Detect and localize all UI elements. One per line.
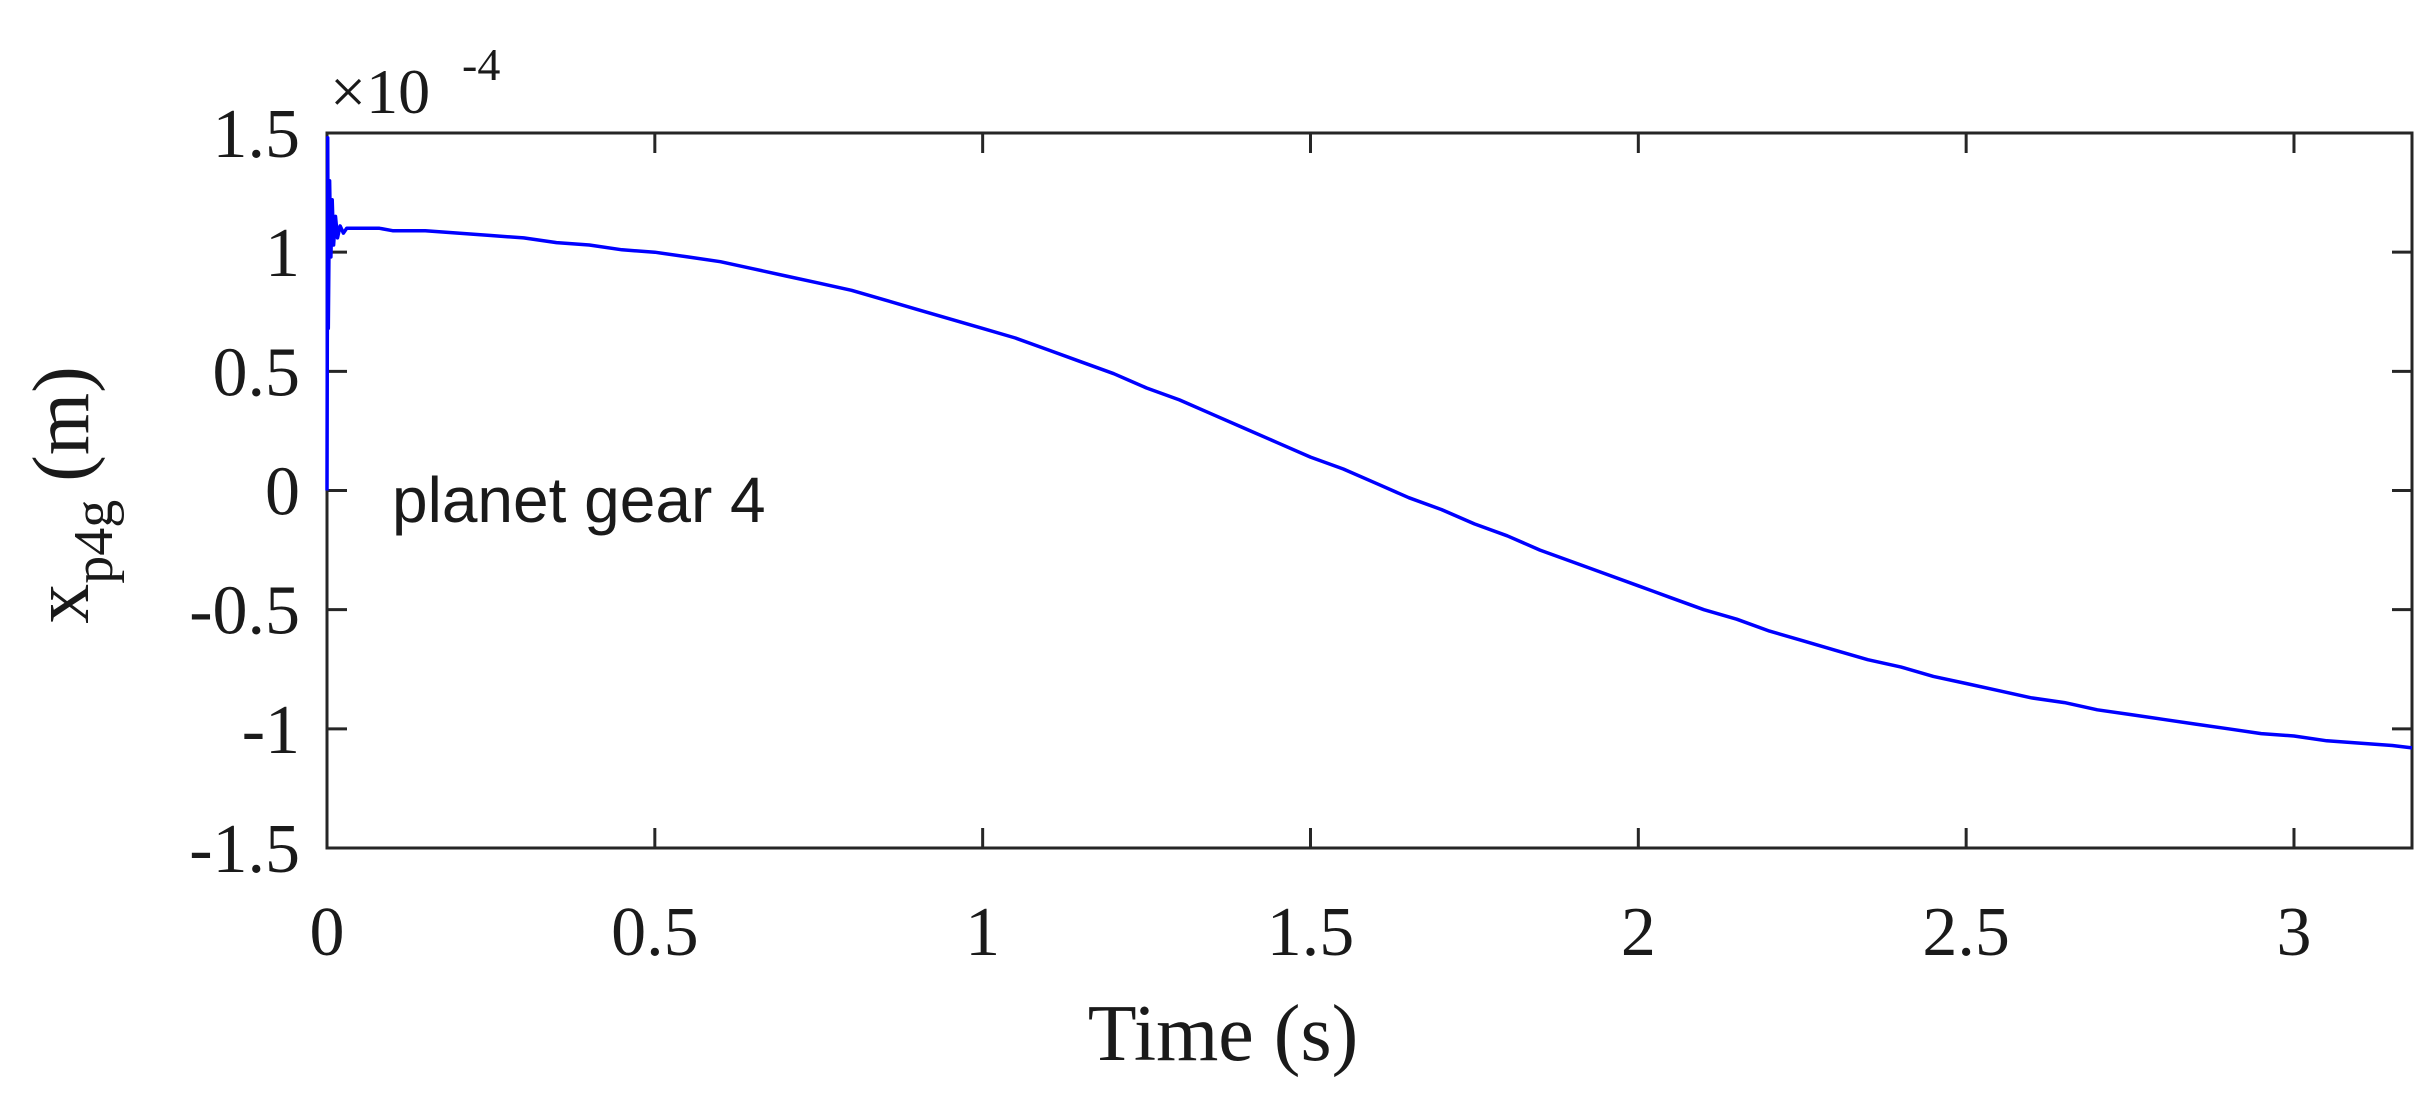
y-tick-label: -1.5 xyxy=(189,811,300,888)
y-tick-label: 0 xyxy=(265,454,300,531)
x-tick-label: 0.5 xyxy=(611,894,699,971)
y-exponent-prefix: ×10 xyxy=(330,56,430,127)
y-axis-label-subscript: p4g xyxy=(63,500,125,584)
x-tick-label: 1 xyxy=(965,894,1000,971)
y-tick-label: -1 xyxy=(242,692,300,769)
y-exponent-power: -4 xyxy=(462,39,500,90)
y-axis-label-group: xp4g (m) xyxy=(18,366,125,624)
axes-layer: 0 0.5 1 1.5 2 2.5 3 -1.5 -1 -0.5 0 0.5 1 1.5 xyxy=(189,96,2414,971)
series-line-x-p4g xyxy=(325,136,2413,750)
y-axis-label-main: x xyxy=(18,584,106,624)
x-tick-label: 1.5 xyxy=(1267,894,1355,971)
series-layer xyxy=(325,136,2413,750)
y-tick-label: -0.5 xyxy=(189,573,300,650)
x-tick-label: 0 xyxy=(310,894,345,971)
x-tick-label: 3 xyxy=(2276,894,2311,971)
x-tick-label: 2 xyxy=(1621,894,1656,971)
annotation-label: planet gear 4 xyxy=(392,464,766,536)
y-axis-label-unit: (m) xyxy=(18,366,106,482)
x-tick-label: 2.5 xyxy=(1922,894,2010,971)
x-axis-label: Time (s) xyxy=(1088,990,1358,1078)
y-tick-label: 0.5 xyxy=(213,334,301,411)
y-tick-label: 1 xyxy=(265,215,300,292)
y-tick-label: 1.5 xyxy=(213,96,301,173)
y-axis-label: xp4g (m) xyxy=(18,366,125,624)
text-layer: ×10 -4 planet gear 4 Time (s) xp4g (m) xyxy=(18,39,1358,1078)
